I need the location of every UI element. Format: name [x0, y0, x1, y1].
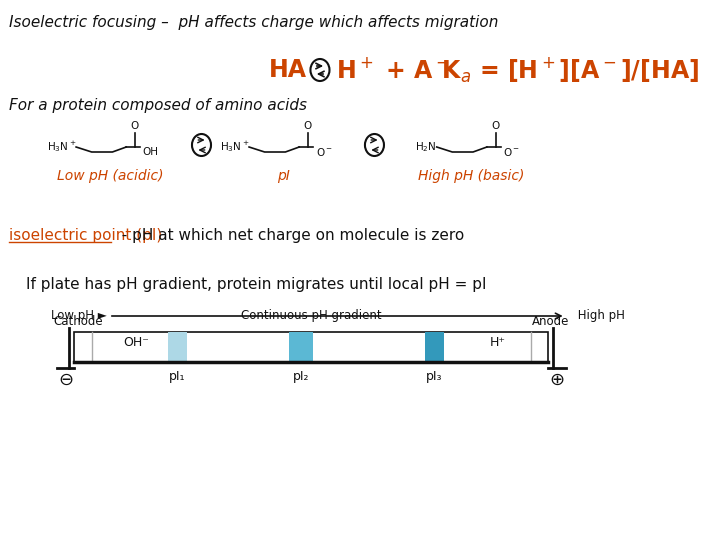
Bar — [289, 332, 313, 362]
Text: If plate has pH gradient, protein migrates until local pH = pI: If plate has pH gradient, protein migrat… — [26, 277, 487, 292]
Text: For a protein composed of amino acids: For a protein composed of amino acids — [9, 98, 307, 113]
Text: K$_a$ = [H$^+$][A$^-$]/[HA]: K$_a$ = [H$^+$][A$^-$]/[HA] — [426, 56, 700, 85]
Text: O$^-$: O$^-$ — [503, 146, 521, 158]
Text: H$^+$ + A$^-$: H$^+$ + A$^-$ — [336, 57, 449, 83]
Text: pI₃: pI₃ — [426, 370, 442, 383]
Text: ⊕: ⊕ — [549, 371, 564, 389]
Text: Cathode: Cathode — [53, 315, 103, 328]
Text: HA: HA — [269, 58, 307, 82]
Text: Anode: Anode — [531, 315, 569, 328]
Bar — [74, 332, 548, 362]
Text: O: O — [304, 121, 312, 131]
Text: pI₁: pI₁ — [169, 370, 186, 383]
Text: - pH at which net charge on molecule is zero: - pH at which net charge on molecule is … — [112, 228, 464, 243]
Text: O$^-$: O$^-$ — [315, 146, 333, 158]
Text: OH⁻: OH⁻ — [124, 336, 150, 349]
Text: ⊖: ⊖ — [58, 371, 73, 389]
Text: High pH (basic): High pH (basic) — [418, 169, 524, 183]
Text: pI₂: pI₂ — [293, 370, 309, 383]
Bar — [168, 332, 186, 362]
Text: isoelectric point (pI): isoelectric point (pI) — [9, 228, 162, 243]
Text: Isoelectric focusing –  pH affects charge which affects migration: Isoelectric focusing – pH affects charge… — [9, 15, 498, 30]
Text: High pH: High pH — [575, 309, 625, 322]
Text: H⁺: H⁺ — [490, 336, 505, 349]
Text: H$_2$N: H$_2$N — [415, 140, 437, 154]
Text: Low pH (acidic): Low pH (acidic) — [58, 169, 164, 183]
Text: H$_3$N$^+$: H$_3$N$^+$ — [47, 139, 76, 154]
Bar — [425, 332, 444, 362]
Text: Continuous pH gradient: Continuous pH gradient — [241, 309, 382, 322]
Text: Low pH ►: Low pH ► — [50, 309, 107, 322]
Text: O: O — [131, 121, 139, 131]
Text: O: O — [492, 121, 500, 131]
Text: H$_3$N$^+$: H$_3$N$^+$ — [220, 139, 249, 154]
Text: pI: pI — [277, 169, 290, 183]
Text: OH: OH — [143, 147, 158, 157]
